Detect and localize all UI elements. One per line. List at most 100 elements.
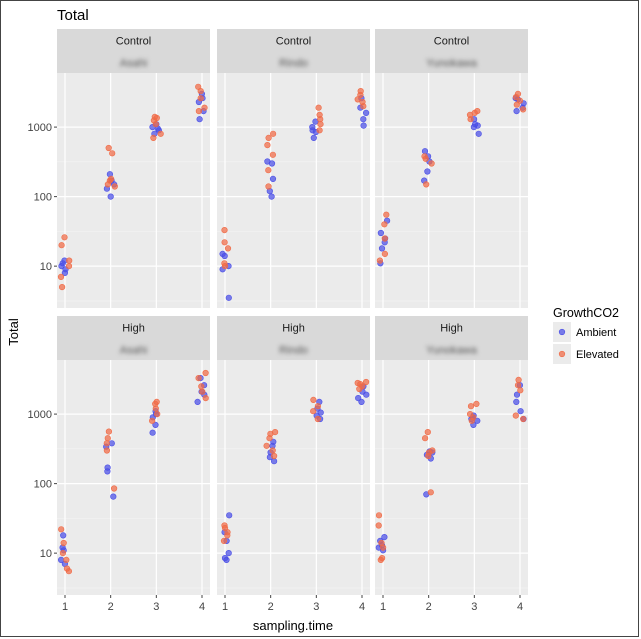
x-axis-label: sampling.time	[253, 618, 333, 633]
strip-col	[57, 338, 210, 360]
legend-items: Ambient Elevated	[553, 322, 619, 364]
y-tick-label: 1000	[28, 122, 52, 134]
data-point-ambient	[513, 391, 521, 398]
data-point-ambient	[194, 398, 201, 406]
data-point-elevated	[316, 127, 323, 134]
strip-col-label: Asahi	[120, 58, 148, 70]
data-point-ambient	[381, 533, 388, 541]
data-point-elevated	[467, 411, 474, 418]
data-point-elevated	[423, 181, 430, 188]
plot-area	[217, 360, 370, 595]
data-point-elevated	[197, 95, 204, 102]
data-point-elevated	[202, 369, 209, 377]
data-point-elevated	[195, 107, 202, 115]
data-point-elevated	[224, 245, 232, 252]
data-point-elevated	[310, 396, 317, 404]
data-point-ambient	[377, 229, 385, 237]
data-point-elevated	[429, 447, 436, 454]
y-tick-label: 100	[34, 479, 52, 491]
facet-panels: ControlAsahi101001000ControlRindoControl…	[28, 29, 528, 613]
data-point-ambient	[264, 158, 271, 165]
data-point-ambient	[225, 549, 232, 557]
data-point-elevated	[363, 378, 370, 386]
data-point-elevated	[379, 554, 386, 562]
data-point-elevated	[270, 130, 277, 137]
data-point-ambient	[472, 121, 479, 128]
data-point-elevated	[63, 556, 70, 564]
data-point-ambient	[196, 116, 203, 123]
legend-key-marker	[558, 350, 566, 358]
data-point-elevated	[512, 412, 519, 419]
y-tick-label: 1000	[28, 409, 52, 421]
strip-row-label: High	[122, 323, 145, 335]
data-point-elevated	[157, 130, 164, 137]
y-tick-label: 10	[40, 261, 52, 273]
data-point-elevated	[61, 234, 68, 241]
data-point-ambient	[310, 134, 317, 141]
data-point-ambient	[424, 168, 431, 175]
data-point-elevated	[58, 526, 65, 533]
data-point-ambient	[360, 116, 367, 123]
plot-area	[57, 73, 210, 308]
x-tick-label: 2	[108, 601, 114, 613]
data-point-ambient	[104, 464, 111, 471]
data-point-ambient	[360, 122, 367, 129]
data-point-elevated	[195, 83, 202, 90]
x-tick-label: 2	[426, 601, 432, 613]
strip-col-label: Yunokawa	[426, 58, 478, 70]
data-point-elevated	[105, 428, 112, 435]
data-point-elevated	[354, 96, 361, 103]
facet-panel: Control Yunokawa	[375, 29, 528, 308]
data-point-elevated	[58, 242, 65, 249]
data-point-ambient	[152, 421, 159, 429]
strip-row-label: High	[282, 323, 305, 335]
data-point-ambient	[107, 193, 114, 200]
plot-area	[217, 73, 370, 308]
data-point-elevated	[428, 160, 435, 167]
data-point-elevated	[63, 565, 71, 572]
x-tick-label: 4	[359, 601, 365, 613]
data-point-elevated	[105, 144, 112, 152]
legend-title: GrowthCO2	[553, 306, 619, 320]
strip-row	[375, 29, 528, 51]
data-point-elevated	[66, 257, 73, 264]
data-point-elevated	[376, 257, 384, 264]
y-tick-label: 100	[34, 192, 52, 204]
data-point-elevated	[516, 97, 524, 104]
data-point-elevated	[103, 440, 110, 447]
legend: GrowthCO2 Ambient Elevated	[553, 306, 619, 364]
x-tick-label: 1	[380, 601, 386, 613]
data-point-ambient	[421, 148, 429, 155]
data-point-elevated	[57, 273, 65, 281]
data-point-elevated	[422, 435, 429, 442]
data-point-ambient	[270, 438, 277, 445]
data-point-ambient	[355, 395, 362, 402]
strip-row	[375, 316, 528, 338]
legend-item: Elevated	[553, 344, 619, 364]
data-point-elevated	[58, 284, 66, 291]
data-point-elevated	[107, 175, 115, 182]
data-point-elevated	[269, 151, 277, 158]
strip-row	[57, 316, 210, 338]
facet-panel: High Asahi 10 100 1000 1 2 3 4	[28, 316, 210, 613]
data-point-elevated	[201, 104, 208, 111]
data-point-ambient	[225, 294, 232, 301]
y-tick-label: 10	[40, 548, 52, 560]
data-point-elevated	[59, 549, 67, 557]
data-point-elevated	[149, 417, 156, 424]
data-point-elevated	[473, 400, 480, 408]
data-point-elevated	[199, 388, 206, 395]
x-tick-label: 3	[313, 601, 319, 613]
data-point-ambient	[517, 408, 524, 415]
facet-panel: High Rindo 1 2 3 4	[217, 316, 370, 613]
data-point-ambient	[475, 130, 482, 137]
data-point-elevated	[265, 183, 272, 190]
legend-item-label: Elevated	[576, 349, 619, 361]
strip-row	[217, 316, 370, 338]
data-point-elevated	[264, 142, 271, 149]
data-point-ambient	[221, 554, 229, 562]
strip-row	[57, 29, 210, 51]
data-point-elevated	[151, 113, 158, 120]
data-point-ambient	[110, 493, 117, 500]
